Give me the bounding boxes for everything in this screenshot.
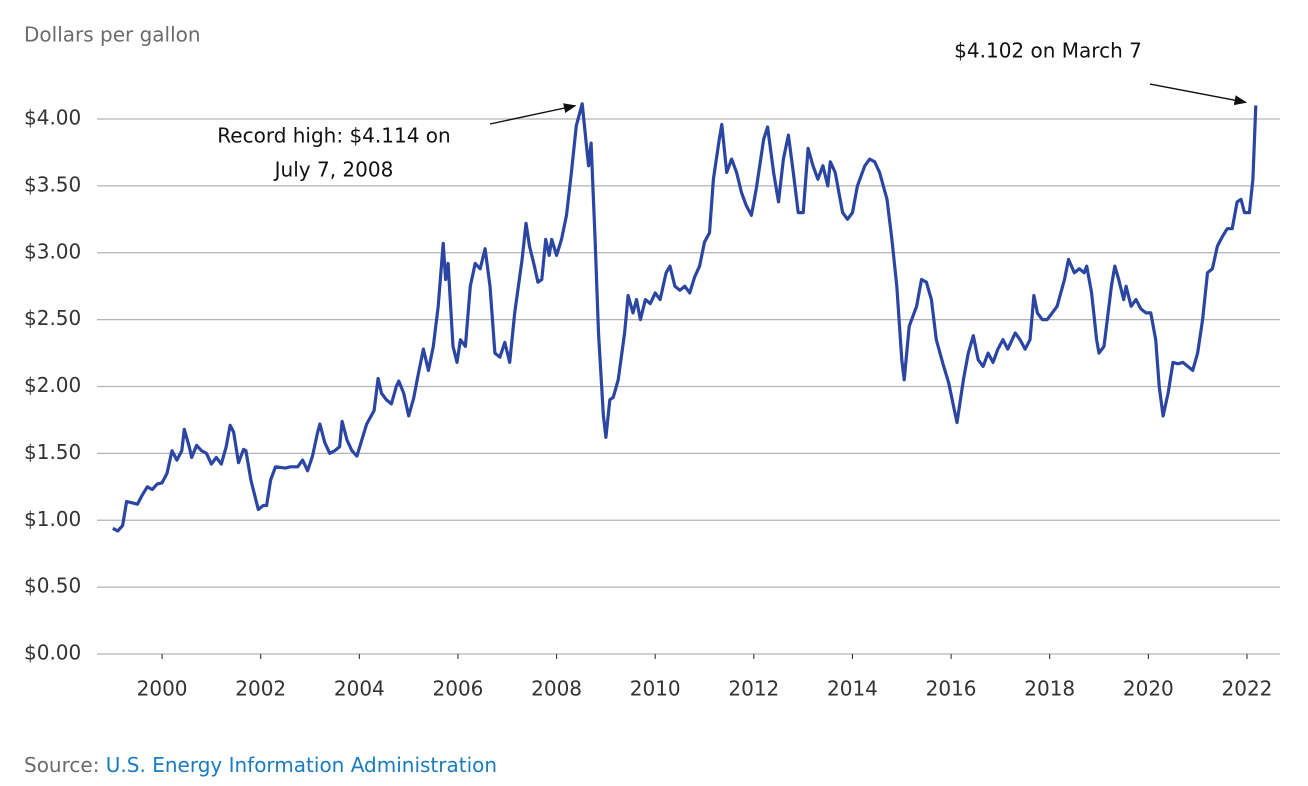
price-line bbox=[112, 102, 1258, 533]
x-tick-label: 2010 bbox=[630, 677, 681, 701]
y-tick-label: $2.50 bbox=[24, 306, 81, 330]
x-tick-label: 2020 bbox=[1123, 677, 1174, 701]
x-tick-label: 2016 bbox=[926, 677, 977, 701]
x-tick-label: 2014 bbox=[827, 677, 878, 701]
x-tick-label: 2022 bbox=[1222, 677, 1273, 701]
x-tick-label: 2006 bbox=[433, 677, 484, 701]
x-tick-label: 2018 bbox=[1024, 677, 1075, 701]
y-tick-label: $4.00 bbox=[24, 106, 81, 130]
y-tick-label: $3.50 bbox=[24, 172, 81, 196]
y-tick-label: $0.50 bbox=[24, 574, 81, 598]
annotation-text: $4.102 on March 7 bbox=[954, 39, 1142, 63]
source: Source: U.S. Energy Information Administ… bbox=[24, 753, 497, 777]
x-tick-label: 2004 bbox=[334, 677, 385, 701]
annotation-arrow bbox=[489, 103, 577, 125]
x-tick-label: 2000 bbox=[137, 677, 188, 701]
y-tick-label: $3.00 bbox=[24, 239, 81, 263]
source-label: Source: bbox=[24, 753, 99, 777]
annotation-text: Record high: $4.114 on bbox=[217, 124, 450, 148]
y-tick-label: $1.50 bbox=[24, 440, 81, 464]
source-link[interactable]: U.S. Energy Information Administration bbox=[106, 753, 497, 777]
y-tick-label: $0.00 bbox=[24, 641, 81, 665]
x-tick-label: 2008 bbox=[531, 677, 582, 701]
x-tick-label: 2012 bbox=[728, 677, 779, 701]
x-tick-label: 2002 bbox=[235, 677, 286, 701]
y-tick-label: $1.00 bbox=[24, 507, 81, 531]
annotation-arrow bbox=[1149, 83, 1248, 106]
y-tick-label: $2.00 bbox=[24, 373, 81, 397]
subtitle: Dollars per gallon bbox=[24, 23, 201, 47]
annotation-text: July 7, 2008 bbox=[273, 158, 394, 182]
